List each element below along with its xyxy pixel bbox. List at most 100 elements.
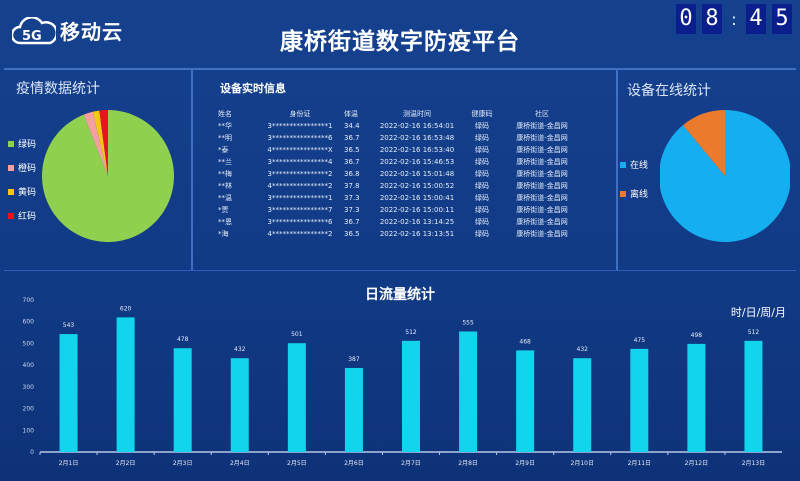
- table-row: **温 3****************1 37.3 2022-02-16 15:0…: [218, 192, 582, 204]
- cell: **梅: [218, 170, 232, 178]
- cell: 姓名: [218, 110, 232, 118]
- legend-item[interactable]: 橙码: [8, 161, 36, 174]
- pie-slice-黄码[interactable]: [92, 110, 108, 176]
- cell: 2022-02-16 16:53:40: [379, 146, 455, 154]
- logo-text: 移动云: [60, 20, 123, 44]
- cell: 健康码: [471, 110, 493, 118]
- data-label: 468: [519, 338, 531, 345]
- x-tick-label: 2月11日: [628, 460, 651, 467]
- cell: 2022-02-16 15:46:53: [379, 158, 455, 166]
- health-pie-chart: [42, 110, 174, 242]
- bar: [344, 367, 363, 452]
- cell: 社区: [535, 110, 549, 118]
- legend-item[interactable]: 绿码: [8, 137, 36, 150]
- cell: **兰: [218, 158, 232, 166]
- cell: 康桥街道-金昌网: [516, 206, 568, 214]
- divider: [4, 68, 796, 70]
- x-tick-label: 2月4日: [230, 460, 250, 467]
- x-tick-label: 2月7日: [401, 460, 421, 467]
- data-label: 475: [634, 337, 646, 344]
- cell: 康桥街道-金昌网: [516, 158, 568, 166]
- page-title: 康桥街道数字防疫平台: [280, 29, 520, 55]
- legend-swatch: [8, 164, 14, 171]
- online-pie-chart: [660, 110, 790, 242]
- legend-item[interactable]: 离线: [620, 187, 648, 200]
- y-tick-label: 300: [23, 384, 35, 391]
- cell: 康桥街道-金昌网: [516, 194, 568, 202]
- bar: [116, 317, 135, 452]
- pie-slice-橙码[interactable]: [83, 111, 108, 176]
- x-tick-label: 2月2日: [116, 460, 136, 467]
- legend-swatch: [8, 212, 14, 219]
- cell: *贾: [218, 206, 229, 214]
- cell: 绿码: [475, 158, 489, 166]
- cloud-5g-icon: 5G: [12, 16, 56, 44]
- legend-item[interactable]: 黄码: [8, 185, 36, 198]
- y-tick-label: 0: [30, 449, 34, 456]
- x-tick-label: 2月12日: [685, 460, 708, 467]
- cell: 3****************1: [267, 194, 333, 202]
- y-tick-label: 200: [23, 406, 35, 413]
- bar: [459, 331, 478, 452]
- cell: 2022-02-16 15:00:11: [379, 206, 455, 214]
- cell: 2022-02-16 15:00:41: [379, 194, 455, 202]
- logo-badge: 5G: [22, 29, 42, 44]
- pie-slice-红码[interactable]: [99, 110, 108, 176]
- table-header: 姓名 身份证 体温 测温时间 健康码 社区: [218, 108, 582, 120]
- cell: 2022-02-16 15:00:52: [379, 182, 455, 190]
- chart-title: 日流量统计: [365, 287, 435, 303]
- device-table: 姓名 身份证 体温 测温时间 健康码 社区 **华 3****************1 34.…: [218, 108, 582, 240]
- data-label: 387: [348, 356, 360, 363]
- cell: 2022-02-16 13:13:51: [379, 230, 455, 238]
- table-row: **林 4****************2 37.8 2022-02-16 15:0…: [218, 180, 582, 192]
- legend-label: 离线: [630, 190, 649, 200]
- table-row: **华 3****************1 34.4 2022-02-16 16:5…: [218, 120, 582, 132]
- legend-label: 红码: [18, 212, 37, 222]
- pie-slice-离线[interactable]: [682, 110, 725, 176]
- cell: 康桥街道-金昌网: [516, 182, 568, 190]
- period-selector[interactable]: 时/日/周/月: [730, 306, 786, 319]
- daily-flow-bar-chart: 0 100 200 300 400 500 600 700 543 2月1日 620 2月2日 478 2…: [23, 297, 782, 467]
- cell: 34.4: [344, 122, 360, 130]
- x-tick-label: 2月8日: [458, 460, 478, 467]
- cell: 37.3: [344, 206, 360, 214]
- x-tick-label: 2月10日: [571, 460, 594, 467]
- cell: 3****************6: [267, 218, 333, 226]
- cell: 4****************X: [267, 146, 333, 154]
- cell: 37.8: [344, 182, 360, 190]
- bar: [59, 334, 78, 452]
- data-label: 555: [462, 319, 474, 326]
- table-row: *海 4****************2 36.5 2022-02-16 13:13…: [218, 228, 582, 240]
- cell: 绿码: [475, 218, 489, 226]
- legend-swatch: [8, 188, 14, 195]
- cell: 绿码: [475, 146, 489, 154]
- divider: [4, 270, 796, 271]
- table-row: *泰 4****************X 36.5 2022-02-16 16:53…: [218, 144, 582, 156]
- y-tick-label: 500: [23, 340, 35, 347]
- cell: 绿码: [475, 230, 489, 238]
- y-tick-label: 600: [23, 319, 35, 326]
- y-tick-label: 700: [23, 297, 35, 304]
- bar: [516, 350, 535, 452]
- clock-digit: 0: [676, 4, 696, 34]
- online-legend: 在线 离线: [620, 158, 648, 200]
- cell: 3****************2: [267, 170, 333, 178]
- health-legend: 绿码 橙码 黄码 红码: [8, 137, 36, 222]
- divider: [191, 70, 193, 270]
- y-tick-label: 400: [23, 362, 35, 369]
- data-label: 498: [691, 332, 703, 339]
- legend-label: 黄码: [18, 188, 37, 198]
- x-tick-label: 2月6日: [344, 460, 364, 467]
- legend-item[interactable]: 红码: [8, 209, 36, 222]
- cell: 3****************1: [267, 122, 333, 130]
- divider: [616, 70, 618, 270]
- legend-swatch: [8, 140, 14, 147]
- table-row: **恩 3****************6 36.7 2022-02-16 13:1…: [218, 216, 582, 228]
- cell: 康桥街道-金昌网: [516, 122, 568, 130]
- legend-item[interactable]: 在线: [620, 158, 648, 171]
- cell: 36.7: [344, 218, 360, 226]
- cell: 身份证: [289, 110, 311, 118]
- cell: 36.5: [344, 230, 360, 238]
- data-label: 543: [63, 322, 75, 329]
- cell: **恩: [218, 218, 232, 226]
